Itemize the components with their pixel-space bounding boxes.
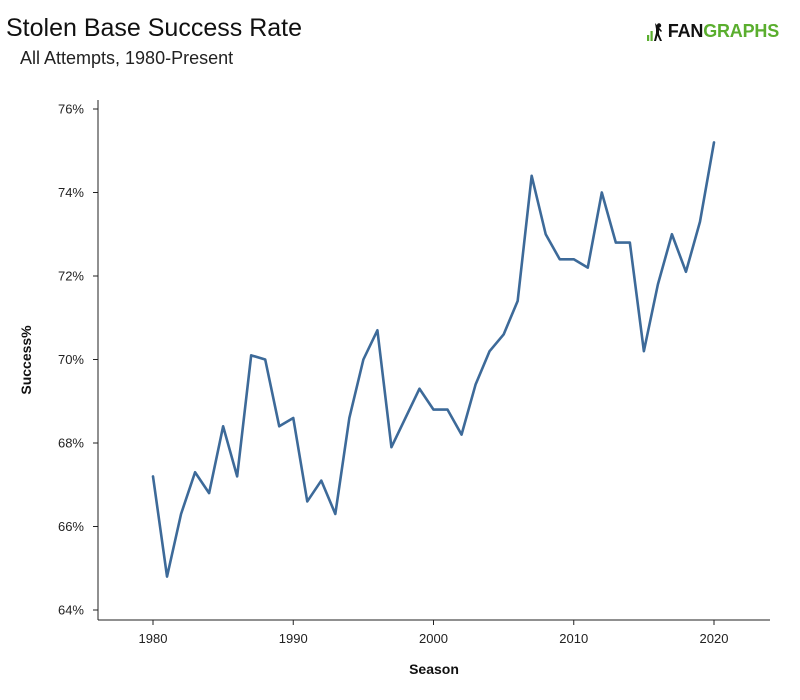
fangraphs-logo[interactable]: FANGRAPHS: [646, 21, 779, 42]
x-tick-label: 2020: [700, 631, 729, 646]
y-tick-label: 72%: [58, 269, 84, 284]
y-tick-label: 74%: [58, 185, 84, 200]
x-tick-label: 1980: [139, 631, 168, 646]
y-ticks: 64% 66% 68% 70% 72% 74% 76%: [58, 102, 98, 618]
x-axis-label: Season: [409, 661, 459, 677]
x-ticks: 1980 1990 2000 2010 2020: [139, 620, 729, 646]
series-line: [151, 141, 716, 578]
batter-logo-icon: [646, 22, 662, 41]
chart-subtitle: All Attempts, 1980-Present: [20, 48, 234, 68]
y-tick-label: 76%: [58, 102, 84, 117]
y-tick-label: 70%: [58, 352, 84, 367]
brand-wordmark-fan: FAN: [667, 21, 704, 41]
axes: [97, 100, 770, 621]
x-tick-label: 2000: [419, 631, 448, 646]
y-axis-label: Success%: [18, 325, 34, 395]
y-tick-label: 66%: [58, 519, 84, 534]
chart-title: Stolen Base Success Rate: [6, 14, 302, 42]
x-tick-label: 1990: [279, 631, 308, 646]
brand-wordmark-graphs: GRAPHS: [703, 21, 779, 41]
y-tick-label: 68%: [58, 436, 84, 451]
y-tick-label: 64%: [58, 603, 84, 618]
x-tick-label: 2010: [559, 631, 588, 646]
series-layer: [151, 141, 716, 578]
brand-wordmark: FANGRAPHS: [668, 21, 779, 42]
